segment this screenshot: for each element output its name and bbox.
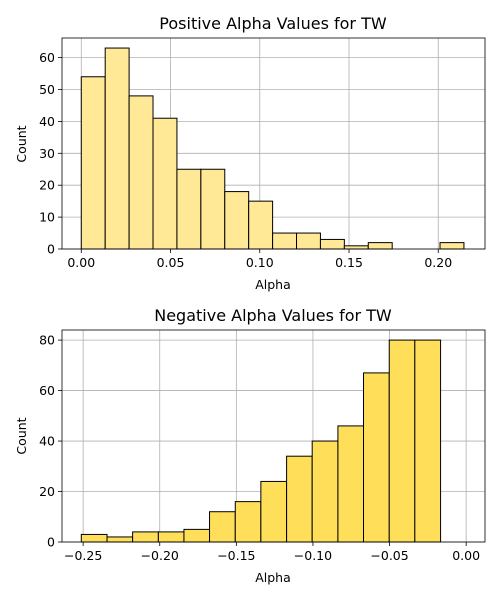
histogram-bar bbox=[200, 168, 226, 250]
plot-frame bbox=[61, 329, 486, 543]
histogram-bar bbox=[343, 245, 369, 250]
y-axis-label: Count bbox=[14, 125, 29, 162]
histogram-bar bbox=[224, 191, 250, 250]
histogram-bar bbox=[272, 232, 298, 250]
histogram-bar bbox=[439, 242, 465, 250]
histogram-bar bbox=[260, 480, 288, 543]
histogram-bar bbox=[367, 242, 393, 250]
histogram-bar bbox=[234, 501, 262, 543]
x-tick-label: 0.10 bbox=[246, 255, 274, 270]
plot-frame bbox=[61, 37, 486, 250]
x-tick-label: 0.05 bbox=[157, 255, 185, 270]
y-axis-label: Count bbox=[14, 417, 29, 454]
histogram-bar bbox=[363, 372, 390, 543]
histogram-bar bbox=[157, 531, 185, 543]
histogram-bar bbox=[176, 168, 202, 250]
histogram-bar bbox=[128, 95, 154, 250]
x-tick-label: −0.20 bbox=[141, 548, 179, 563]
x-tick-label: −0.05 bbox=[370, 548, 408, 563]
y-tick-label: 20 bbox=[39, 484, 55, 499]
y-tick-label: 40 bbox=[39, 114, 55, 129]
histogram-bar bbox=[319, 238, 345, 250]
x-tick-label: 0.15 bbox=[335, 255, 363, 270]
histogram-bar bbox=[80, 533, 108, 543]
y-tick-label: 60 bbox=[39, 50, 55, 65]
histogram-bar bbox=[132, 531, 159, 543]
x-tick-label: 0.20 bbox=[424, 255, 452, 270]
y-tick-label: 40 bbox=[39, 434, 55, 449]
x-ticks: 0.00 0.05 0.10 0.15 0.20 bbox=[67, 249, 452, 270]
histogram-bar bbox=[296, 232, 321, 250]
y-tick-label: 10 bbox=[39, 210, 55, 225]
y-tick-label: 60 bbox=[39, 383, 55, 398]
negative-alpha-chart: Negative Alpha Values for TW −0.25 −0.20−… bbox=[14, 306, 486, 585]
histogram-bar bbox=[80, 76, 106, 250]
x-tick-label: 0.00 bbox=[67, 255, 95, 270]
y-ticks: 0 10 20 30 40 50 60 bbox=[39, 50, 62, 257]
y-tick-label: 0 bbox=[47, 242, 55, 257]
y-tick-label: 50 bbox=[39, 82, 55, 97]
x-tick-label: −0.15 bbox=[217, 548, 255, 563]
chart-title: Positive Alpha Values for TW bbox=[159, 14, 387, 33]
histogram-bar bbox=[337, 425, 365, 543]
x-tick-label: −0.10 bbox=[294, 548, 332, 563]
histogram-bar bbox=[248, 200, 274, 250]
x-tick-label: 0.00 bbox=[452, 548, 480, 563]
y-tick-label: 0 bbox=[47, 535, 55, 550]
histogram-bar bbox=[183, 528, 211, 543]
bars bbox=[80, 339, 442, 543]
x-ticks: −0.25 −0.20 −0.15 −0.10 −0.05 0.00 bbox=[64, 542, 480, 563]
positive-alpha-chart: Positive Alpha Values for TW 0.00 0.05 0.1… bbox=[14, 14, 486, 292]
x-axis-label: Alpha bbox=[255, 277, 291, 292]
x-tick-label: −0.25 bbox=[64, 548, 102, 563]
y-tick-label: 20 bbox=[39, 178, 55, 193]
bars bbox=[80, 47, 465, 250]
x-axis-label: Alpha bbox=[255, 570, 291, 585]
chart-title: Negative Alpha Values for TW bbox=[154, 306, 392, 325]
histogram-bar bbox=[414, 339, 442, 543]
histogram-bar bbox=[104, 47, 130, 250]
histogram-bar bbox=[311, 440, 339, 543]
histogram-bar bbox=[388, 339, 416, 543]
y-tick-label: 30 bbox=[39, 146, 55, 161]
histogram-bar bbox=[106, 536, 134, 543]
y-tick-label: 80 bbox=[39, 333, 55, 348]
y-ticks: 0 20 40 60 80 bbox=[39, 333, 62, 550]
histogram-bar bbox=[152, 117, 178, 250]
histogram-bar bbox=[286, 455, 313, 543]
histogram-bar bbox=[209, 511, 236, 543]
